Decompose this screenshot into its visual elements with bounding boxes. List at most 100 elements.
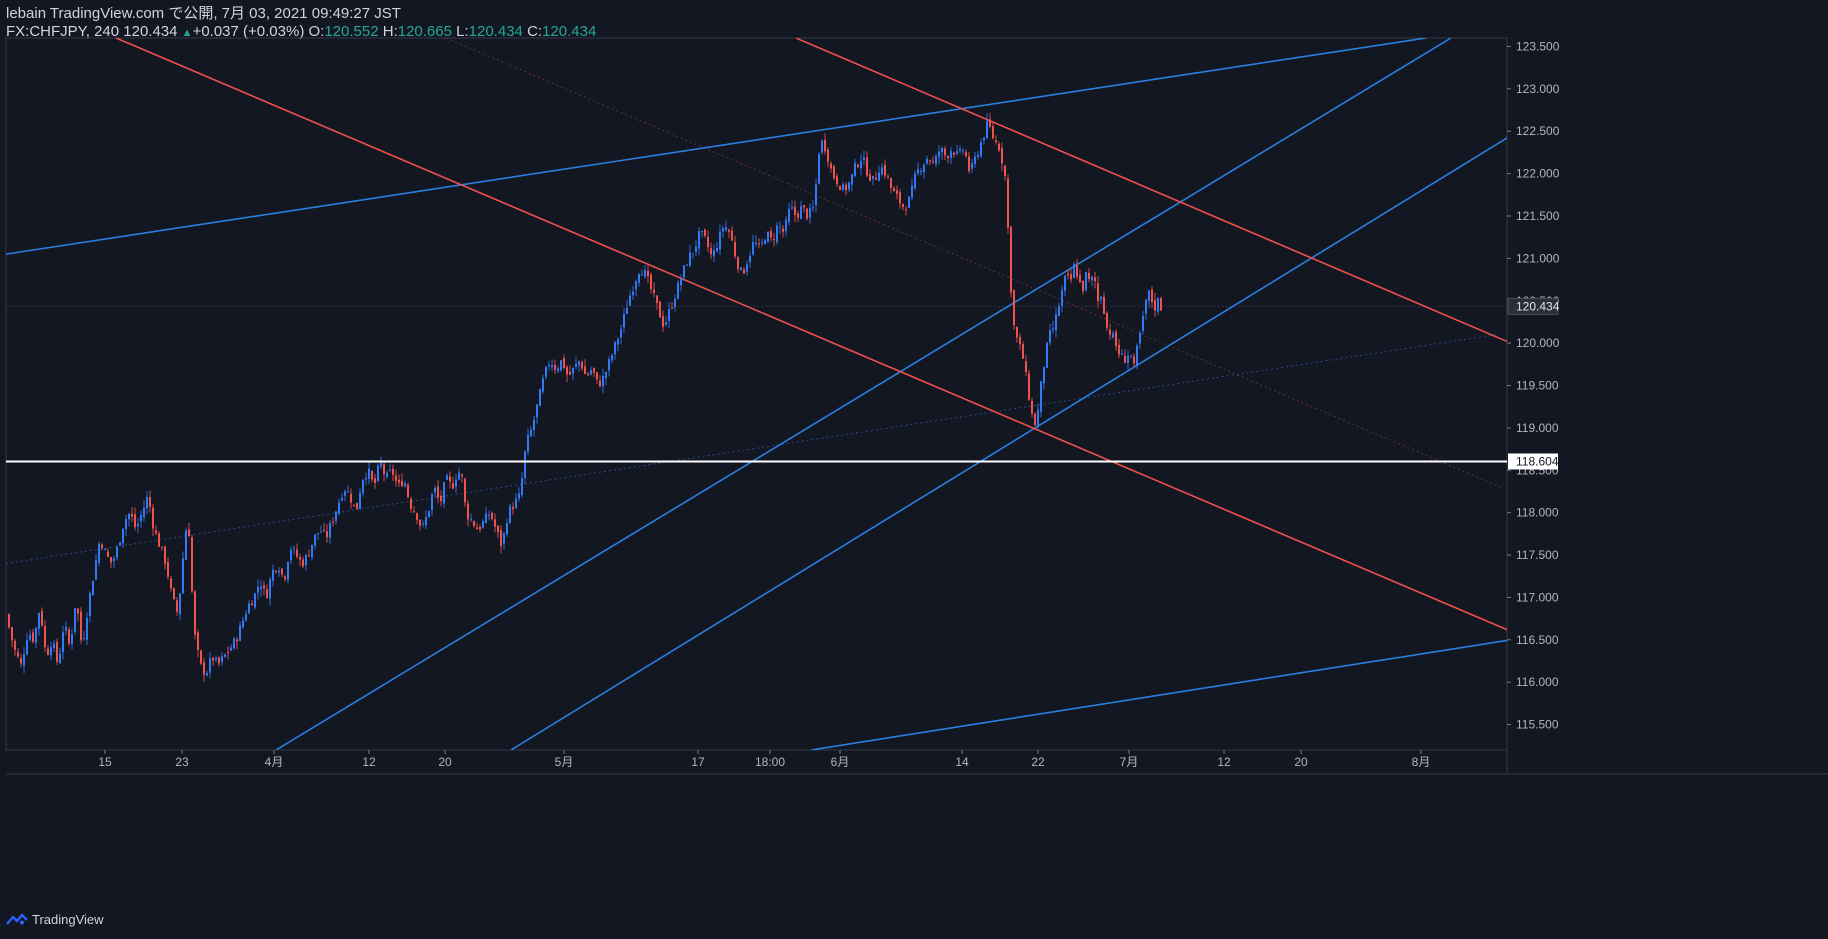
x-tick-label: 8月 bbox=[1412, 755, 1431, 769]
publish-info: lebain TradingView.com で公開, 7月 03, 2021 … bbox=[6, 5, 401, 22]
candle-body bbox=[1034, 413, 1036, 426]
candle-body bbox=[356, 502, 358, 510]
candle-body bbox=[191, 537, 193, 592]
candle-body bbox=[872, 175, 874, 179]
candle-body bbox=[836, 176, 838, 185]
candle-body bbox=[272, 569, 274, 581]
candle-body bbox=[293, 548, 295, 550]
candle-body bbox=[719, 231, 721, 250]
candle-body bbox=[857, 164, 859, 167]
candle-body bbox=[239, 625, 241, 641]
candle-body bbox=[464, 478, 466, 503]
time-axis[interactable]: 15 23 4月 12 20 5月 17 18:00 6月 14 22 7月 12 20 8月 bbox=[98, 750, 1430, 769]
candle-body bbox=[395, 475, 397, 481]
candle-body bbox=[32, 632, 34, 642]
triangle-up-icon: ▲ bbox=[181, 27, 193, 39]
candle-body bbox=[932, 161, 934, 163]
y-tick-label: 122.000 bbox=[1516, 167, 1560, 181]
candle-body bbox=[875, 177, 877, 180]
candle-body bbox=[206, 673, 208, 676]
candle-body bbox=[1121, 353, 1123, 355]
candle-body bbox=[104, 549, 106, 551]
candle-body bbox=[593, 367, 595, 373]
candle-body bbox=[155, 530, 157, 534]
x-tick-label: 6月 bbox=[831, 755, 850, 769]
x-tick-label: 17 bbox=[691, 755, 705, 769]
dotted-guide bbox=[445, 38, 1502, 488]
candle-body bbox=[479, 526, 481, 530]
candle-body bbox=[1037, 409, 1039, 427]
candle-body bbox=[737, 257, 739, 269]
candle-body bbox=[68, 629, 70, 644]
candle-body bbox=[644, 269, 646, 277]
candle-body bbox=[437, 486, 439, 498]
candle-body bbox=[824, 139, 826, 152]
candle-body bbox=[968, 156, 970, 171]
candle-body bbox=[791, 207, 793, 209]
candle-body bbox=[1052, 328, 1054, 330]
y-tick-label: 116.500 bbox=[1516, 633, 1559, 647]
candle-body bbox=[188, 529, 190, 537]
tradingview-logo-icon bbox=[6, 913, 28, 925]
x-tick-label: 12 bbox=[1217, 755, 1231, 769]
candle-body bbox=[950, 151, 952, 158]
candle-body bbox=[407, 484, 409, 498]
candle-body bbox=[482, 520, 484, 528]
candle-body bbox=[452, 482, 454, 489]
candle-body bbox=[461, 474, 463, 477]
candle-body bbox=[536, 404, 538, 418]
candle-body bbox=[905, 209, 907, 211]
candle-body bbox=[203, 662, 205, 675]
candle-body bbox=[8, 614, 10, 628]
candle-body bbox=[548, 365, 550, 367]
candle-body bbox=[680, 278, 682, 286]
candle-body bbox=[83, 637, 85, 639]
candle-body bbox=[734, 242, 736, 257]
candle-body bbox=[785, 219, 787, 232]
candle-body bbox=[380, 462, 382, 467]
candle-body bbox=[635, 281, 637, 290]
price-axis[interactable]: 115.500 116.000 116.500 117.000 117.500 118.0… bbox=[1507, 39, 1560, 732]
candle-body bbox=[341, 497, 343, 501]
candle-body bbox=[611, 354, 613, 361]
candle-body bbox=[1091, 276, 1093, 281]
candle-body bbox=[806, 208, 808, 219]
candle-body bbox=[851, 174, 853, 185]
candle-body bbox=[332, 521, 334, 523]
candle-body bbox=[1109, 329, 1111, 335]
candle-body bbox=[998, 143, 1000, 151]
candle-body bbox=[149, 497, 151, 507]
candle-body bbox=[956, 151, 958, 154]
candle-body bbox=[1118, 344, 1120, 355]
candle-body bbox=[899, 191, 901, 204]
candle-body bbox=[101, 544, 103, 549]
trendline-blue bbox=[6, 38, 1427, 255]
candle-body bbox=[305, 555, 307, 566]
candle-body bbox=[71, 634, 73, 645]
candle-body bbox=[647, 270, 649, 277]
low-value: 120.434 bbox=[468, 23, 523, 40]
candle-body bbox=[386, 472, 388, 477]
symbol-label: FX:CHFJPY, 240 120.434 bbox=[6, 23, 178, 40]
candle-body bbox=[749, 255, 751, 263]
chart-frame bbox=[5, 37, 1828, 775]
candle-body bbox=[491, 512, 493, 520]
footer[interactable]: TradingView bbox=[6, 912, 104, 927]
candle-body bbox=[140, 515, 142, 522]
candle-body bbox=[587, 373, 589, 376]
candle-body bbox=[74, 608, 76, 632]
candle-body bbox=[317, 533, 319, 535]
candle-body bbox=[251, 603, 253, 606]
candle-body bbox=[143, 507, 145, 518]
candle-body bbox=[530, 429, 532, 437]
y-tick-label: 121.000 bbox=[1516, 251, 1560, 265]
candle-body bbox=[1013, 290, 1015, 326]
candle-body bbox=[134, 514, 136, 528]
candle-body bbox=[971, 162, 973, 169]
candle-body bbox=[359, 492, 361, 509]
candle-body bbox=[779, 226, 781, 228]
candle-body bbox=[1151, 289, 1153, 303]
candle-body bbox=[182, 558, 184, 594]
candle-body bbox=[869, 174, 871, 181]
